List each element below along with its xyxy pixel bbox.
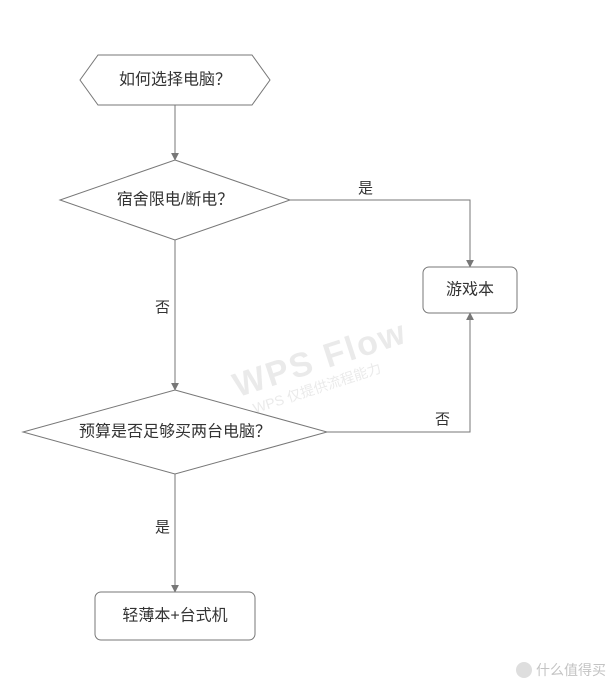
svg-text:否: 否 [155,299,170,316]
brand-text: 什么值得买 [536,660,606,680]
svg-text:否: 否 [435,411,450,428]
svg-text:预算是否足够买两台电脑？: 预算是否足够买两台电脑？ [79,422,271,441]
svg-text:游戏本: 游戏本 [446,281,494,299]
svg-text:宿舍限电/断电？: 宿舍限电/断电？ [117,191,233,209]
svg-text:如何选择电脑？: 如何选择电脑？ [119,71,231,89]
svg-text:是: 是 [358,180,373,197]
brand-icon [516,662,532,678]
corner-brand: 什么值得买 [516,660,606,680]
flowchart-canvas: 是否否是如何选择电脑？宿舍限电/断电？预算是否足够买两台电脑？游戏本轻薄本+台式… [0,0,614,686]
svg-text:轻薄本+台式机: 轻薄本+台式机 [122,607,227,625]
svg-text:是: 是 [155,519,170,536]
